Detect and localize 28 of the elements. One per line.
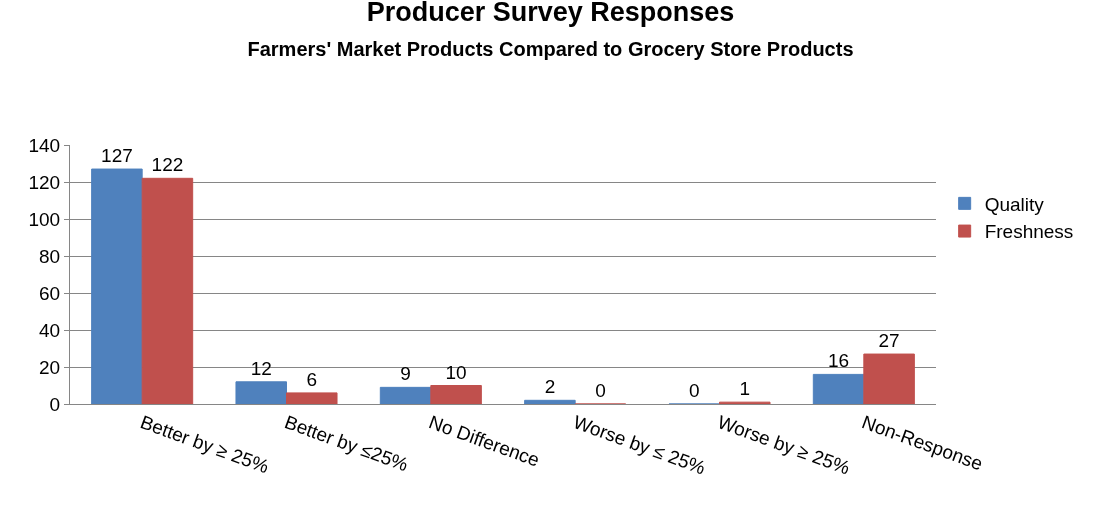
- data-label: 127: [101, 145, 133, 167]
- y-tick-label: 120: [28, 171, 61, 193]
- data-label: 122: [151, 154, 184, 176]
- data-label: 16: [828, 350, 850, 372]
- y-tick-label: 60: [39, 282, 61, 304]
- chart-title: Producer Survey Responses: [366, 0, 735, 27]
- data-label: 6: [306, 368, 318, 390]
- data-label: 9: [400, 363, 411, 385]
- data-label: 27: [878, 330, 900, 352]
- y-tick-label: 0: [49, 393, 61, 415]
- legend-label: Quality: [984, 193, 1045, 215]
- data-label: 2: [544, 376, 556, 398]
- x-tick-label: Better by ≤25%: [281, 411, 412, 476]
- legend-label: Freshness: [984, 221, 1074, 243]
- data-label: 10: [445, 361, 467, 383]
- y-tick-label: 100: [28, 208, 61, 230]
- y-tick-label: 20: [39, 356, 61, 378]
- data-label: 12: [250, 357, 272, 379]
- chart-subtitle: Farmers' Market Products Compared to Grocery Store Products: [247, 37, 854, 60]
- x-tick-label: Better by ≥ 25%: [137, 411, 272, 478]
- y-tick-label: 80: [39, 245, 61, 267]
- data-label: 1: [739, 378, 751, 400]
- data-label: 0: [595, 380, 606, 401]
- y-tick-label: 140: [28, 134, 61, 156]
- y-tick-label: 40: [39, 319, 61, 341]
- x-tick-label: Worse by ≥ 25%: [714, 411, 853, 479]
- x-tick-label: Worse by ≤ 25%: [570, 411, 709, 479]
- data-label: 0: [688, 380, 700, 401]
